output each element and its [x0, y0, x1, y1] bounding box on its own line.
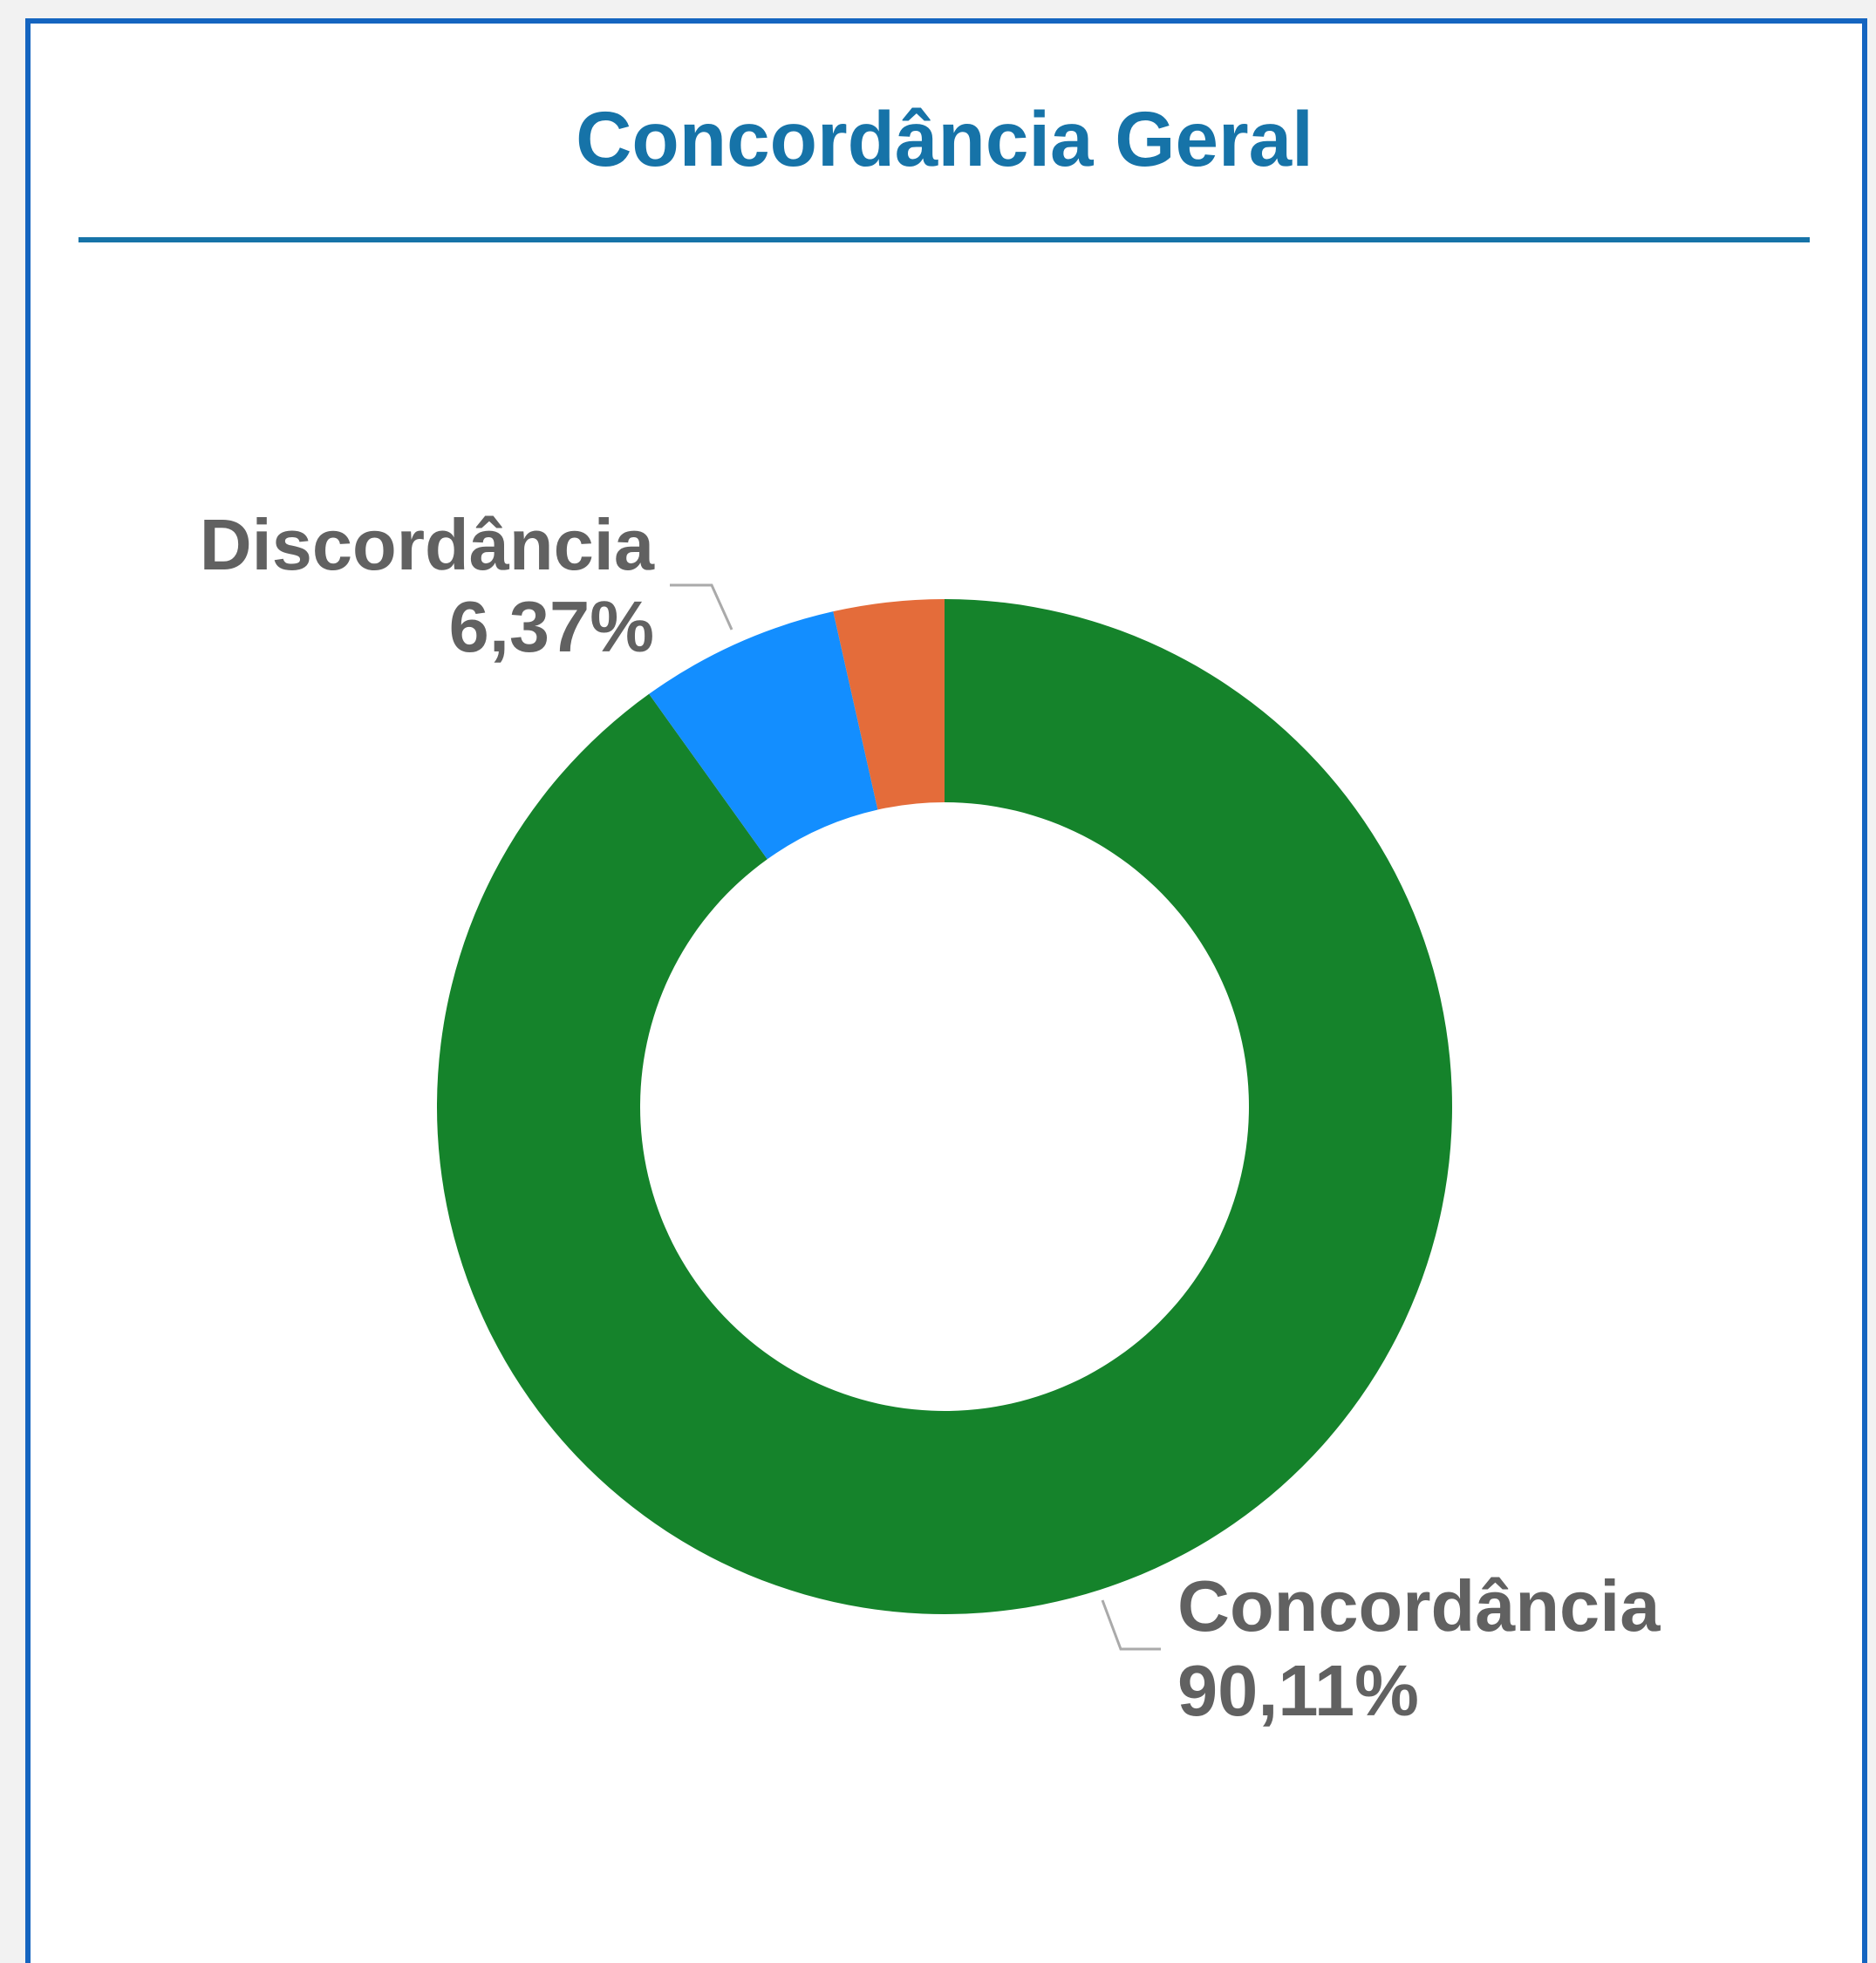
chart-title: Concordância Geral	[576, 95, 1313, 182]
leader-line	[670, 583, 733, 630]
slice-label: Concordância	[1177, 1565, 1661, 1646]
donut	[436, 599, 1452, 1614]
slice-label: Discordância	[200, 504, 655, 585]
slice	[649, 611, 878, 860]
slice	[833, 599, 945, 810]
value-label: 6,37%	[449, 586, 654, 667]
card	[25, 18, 1867, 1963]
value-label: 90,11%	[1177, 1650, 1419, 1731]
leader-line	[1101, 1599, 1161, 1651]
slice	[436, 599, 1452, 1614]
